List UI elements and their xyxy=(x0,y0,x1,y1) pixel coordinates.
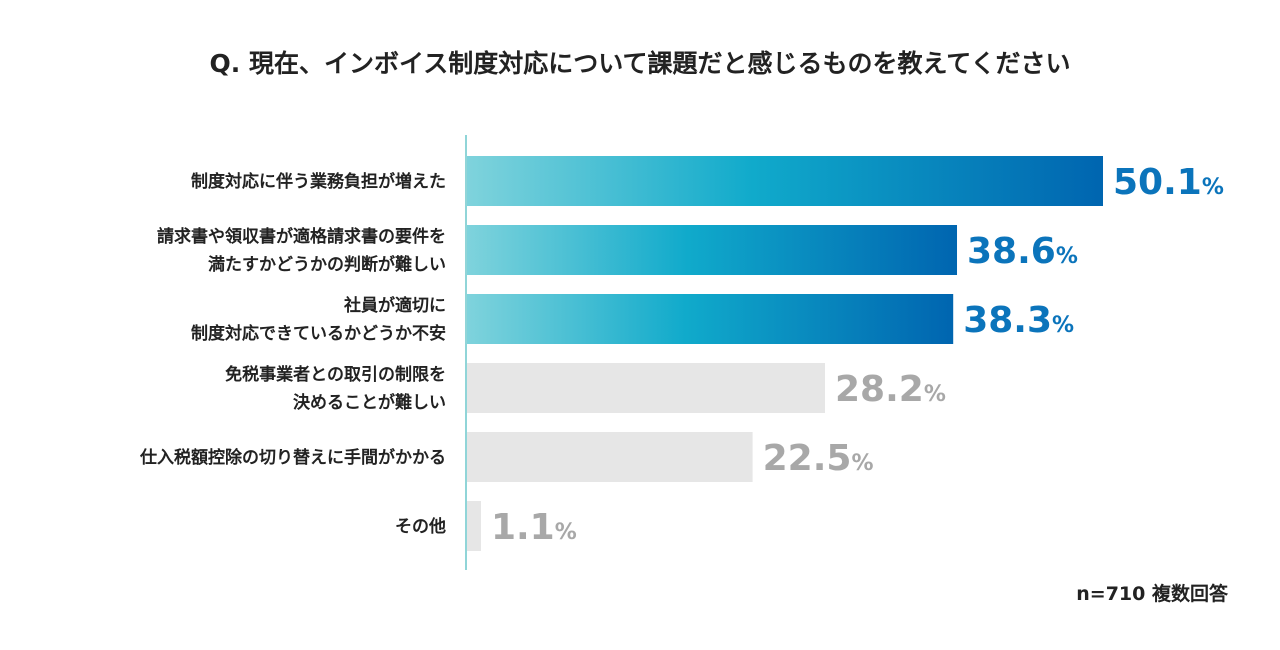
value-label-2: 38.6% xyxy=(967,231,1078,272)
category-label-3-line-1: 社員が適切に xyxy=(343,295,446,316)
chart-title: Q. 現在、インボイス制度対応について課題だと感じるものを教えてください xyxy=(210,49,1071,78)
bar-2 xyxy=(467,225,958,275)
sample-note: n=710 複数回答 xyxy=(1076,582,1229,605)
bar-1 xyxy=(467,156,1103,206)
category-label-1: 制度対応に伴う業務負担が増えた xyxy=(191,171,446,192)
bar-5 xyxy=(467,432,753,482)
bar-3 xyxy=(467,294,954,344)
category-label-2-line-1: 請求書や領収書が適格請求書の要件を xyxy=(157,226,446,247)
value-label-6: 1.1% xyxy=(491,507,577,548)
category-label-2-line-2: 満たすかどうかの判断が難しい xyxy=(208,254,446,275)
value-label-5: 22.5% xyxy=(763,438,874,479)
value-label-4: 28.2% xyxy=(835,369,946,410)
value-label-3: 38.3% xyxy=(963,300,1074,341)
bars-group: 制度対応に伴う業務負担が増えた 50.1% 請求書や領収書が適格請求書の要件を満たす… xyxy=(139,156,1224,551)
bar-6 xyxy=(467,501,481,551)
category-label-3-line-2: 制度対応できているかどうか不安 xyxy=(191,323,446,344)
category-label-4-line-1: 免税事業者との取引の制限を xyxy=(225,364,446,385)
category-label-4-line-2: 決めることが難しい xyxy=(293,392,446,413)
bar-4 xyxy=(467,363,825,413)
category-label-6: その他 xyxy=(395,516,446,537)
value-label-1: 50.1% xyxy=(1113,162,1224,203)
category-label-5: 仕入税額控除の切り替えに手間がかかる xyxy=(139,447,446,468)
